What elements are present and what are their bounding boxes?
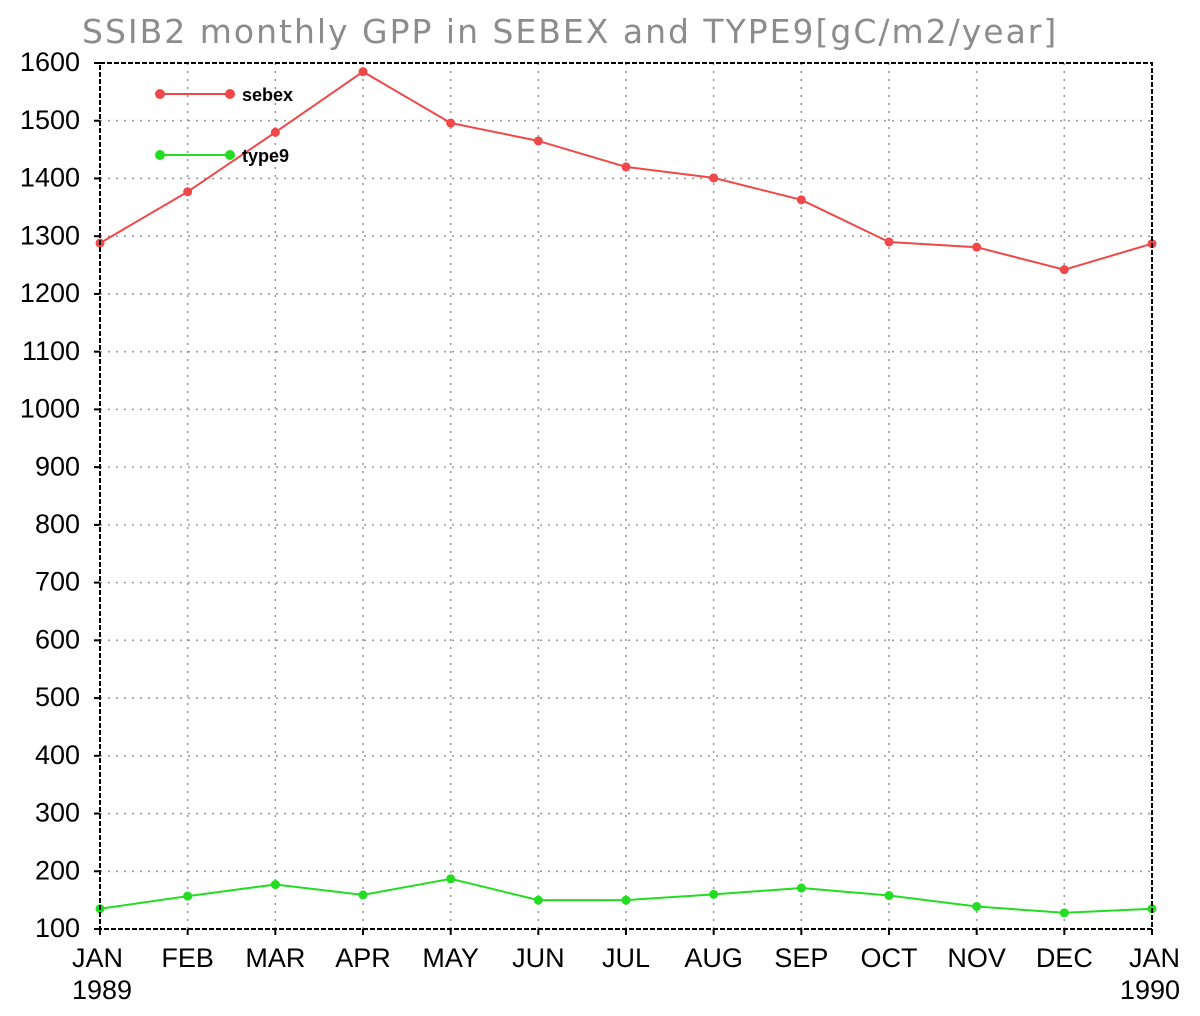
data-point-sebex — [621, 162, 631, 172]
data-point-sebex — [884, 237, 894, 247]
data-point-type9 — [621, 895, 631, 905]
y-tick-label: 900 — [35, 451, 80, 481]
data-point-type9 — [533, 895, 543, 905]
x-tick-year-label: 1989 — [72, 975, 132, 1005]
legend-marker-type9 — [225, 150, 235, 160]
data-point-type9 — [709, 889, 719, 899]
y-tick-label: 100 — [35, 913, 80, 943]
y-tick-label: 1600 — [20, 47, 80, 77]
data-point-type9 — [183, 891, 193, 901]
y-tick-label: 1500 — [20, 105, 80, 135]
data-point-type9 — [1059, 908, 1069, 918]
axis-labels: 100 200 300 400 500 600 700 800 900 1000 1100 1200 1… — [20, 47, 1180, 1005]
y-tick-label: 600 — [35, 624, 80, 654]
series-type9 — [95, 874, 1157, 918]
x-tick-label: MAR — [245, 943, 305, 973]
y-tick-label: 300 — [35, 798, 80, 828]
x-tick-label: SEP — [774, 943, 828, 973]
x-tick-label: MAY — [422, 943, 479, 973]
data-point-sebex — [533, 136, 543, 146]
legend-entry-sebex: sebex — [155, 85, 293, 105]
data-point-type9 — [796, 883, 806, 893]
x-tick-label: JUL — [602, 943, 650, 973]
data-series — [95, 67, 1157, 918]
x-tick-year-label: 1990 — [1120, 975, 1180, 1005]
x-tick-label: JAN — [72, 943, 123, 973]
y-tick-label: 1300 — [20, 220, 80, 250]
chart-title: SSIB2 monthly GPP in SEBEX and TYPE9[gC/… — [82, 12, 1058, 51]
legend: sebex type9 — [155, 85, 293, 166]
legend-label-type9: type9 — [242, 146, 289, 166]
y-tick-label: 800 — [35, 509, 80, 539]
y-tick-label: 1400 — [20, 163, 80, 193]
data-point-sebex — [709, 173, 719, 183]
data-point-type9 — [972, 901, 982, 911]
x-tick-label: JUN — [512, 943, 565, 973]
x-tick-label: DEC — [1036, 943, 1093, 973]
x-tick-label: OCT — [861, 943, 918, 973]
data-point-type9 — [358, 890, 368, 900]
y-tick-label: 400 — [35, 740, 80, 770]
data-point-sebex — [183, 187, 193, 197]
plot-area-frame — [99, 62, 1153, 930]
legend-marker-sebex — [225, 89, 235, 99]
data-point-type9 — [446, 874, 456, 884]
x-tick-label: NOV — [947, 943, 1006, 973]
data-point-sebex — [1059, 265, 1069, 275]
y-tick-label: 700 — [35, 567, 80, 597]
data-point-type9 — [270, 880, 280, 890]
legend-marker-sebex — [155, 89, 165, 99]
x-tick-label: AUG — [684, 943, 743, 973]
y-tick-label: 1200 — [20, 278, 80, 308]
data-point-sebex — [358, 67, 368, 77]
data-point-sebex — [446, 118, 456, 128]
y-tick-label: 500 — [35, 682, 80, 712]
legend-label-sebex: sebex — [242, 85, 293, 105]
data-point-sebex — [796, 195, 806, 205]
gridlines — [100, 63, 1152, 929]
data-point-type9 — [884, 891, 894, 901]
x-tick-label: JAN — [1129, 943, 1180, 973]
y-tick-label: 1000 — [20, 394, 80, 424]
legend-marker-type9 — [155, 150, 165, 160]
x-tick-label: FEB — [161, 943, 214, 973]
legend-entry-type9: type9 — [155, 146, 289, 166]
y-tick-label: 1100 — [22, 336, 80, 366]
y-tick-label: 200 — [35, 855, 80, 885]
data-point-sebex — [270, 127, 280, 137]
data-point-sebex — [972, 242, 982, 252]
x-tick-label: APR — [335, 943, 391, 973]
